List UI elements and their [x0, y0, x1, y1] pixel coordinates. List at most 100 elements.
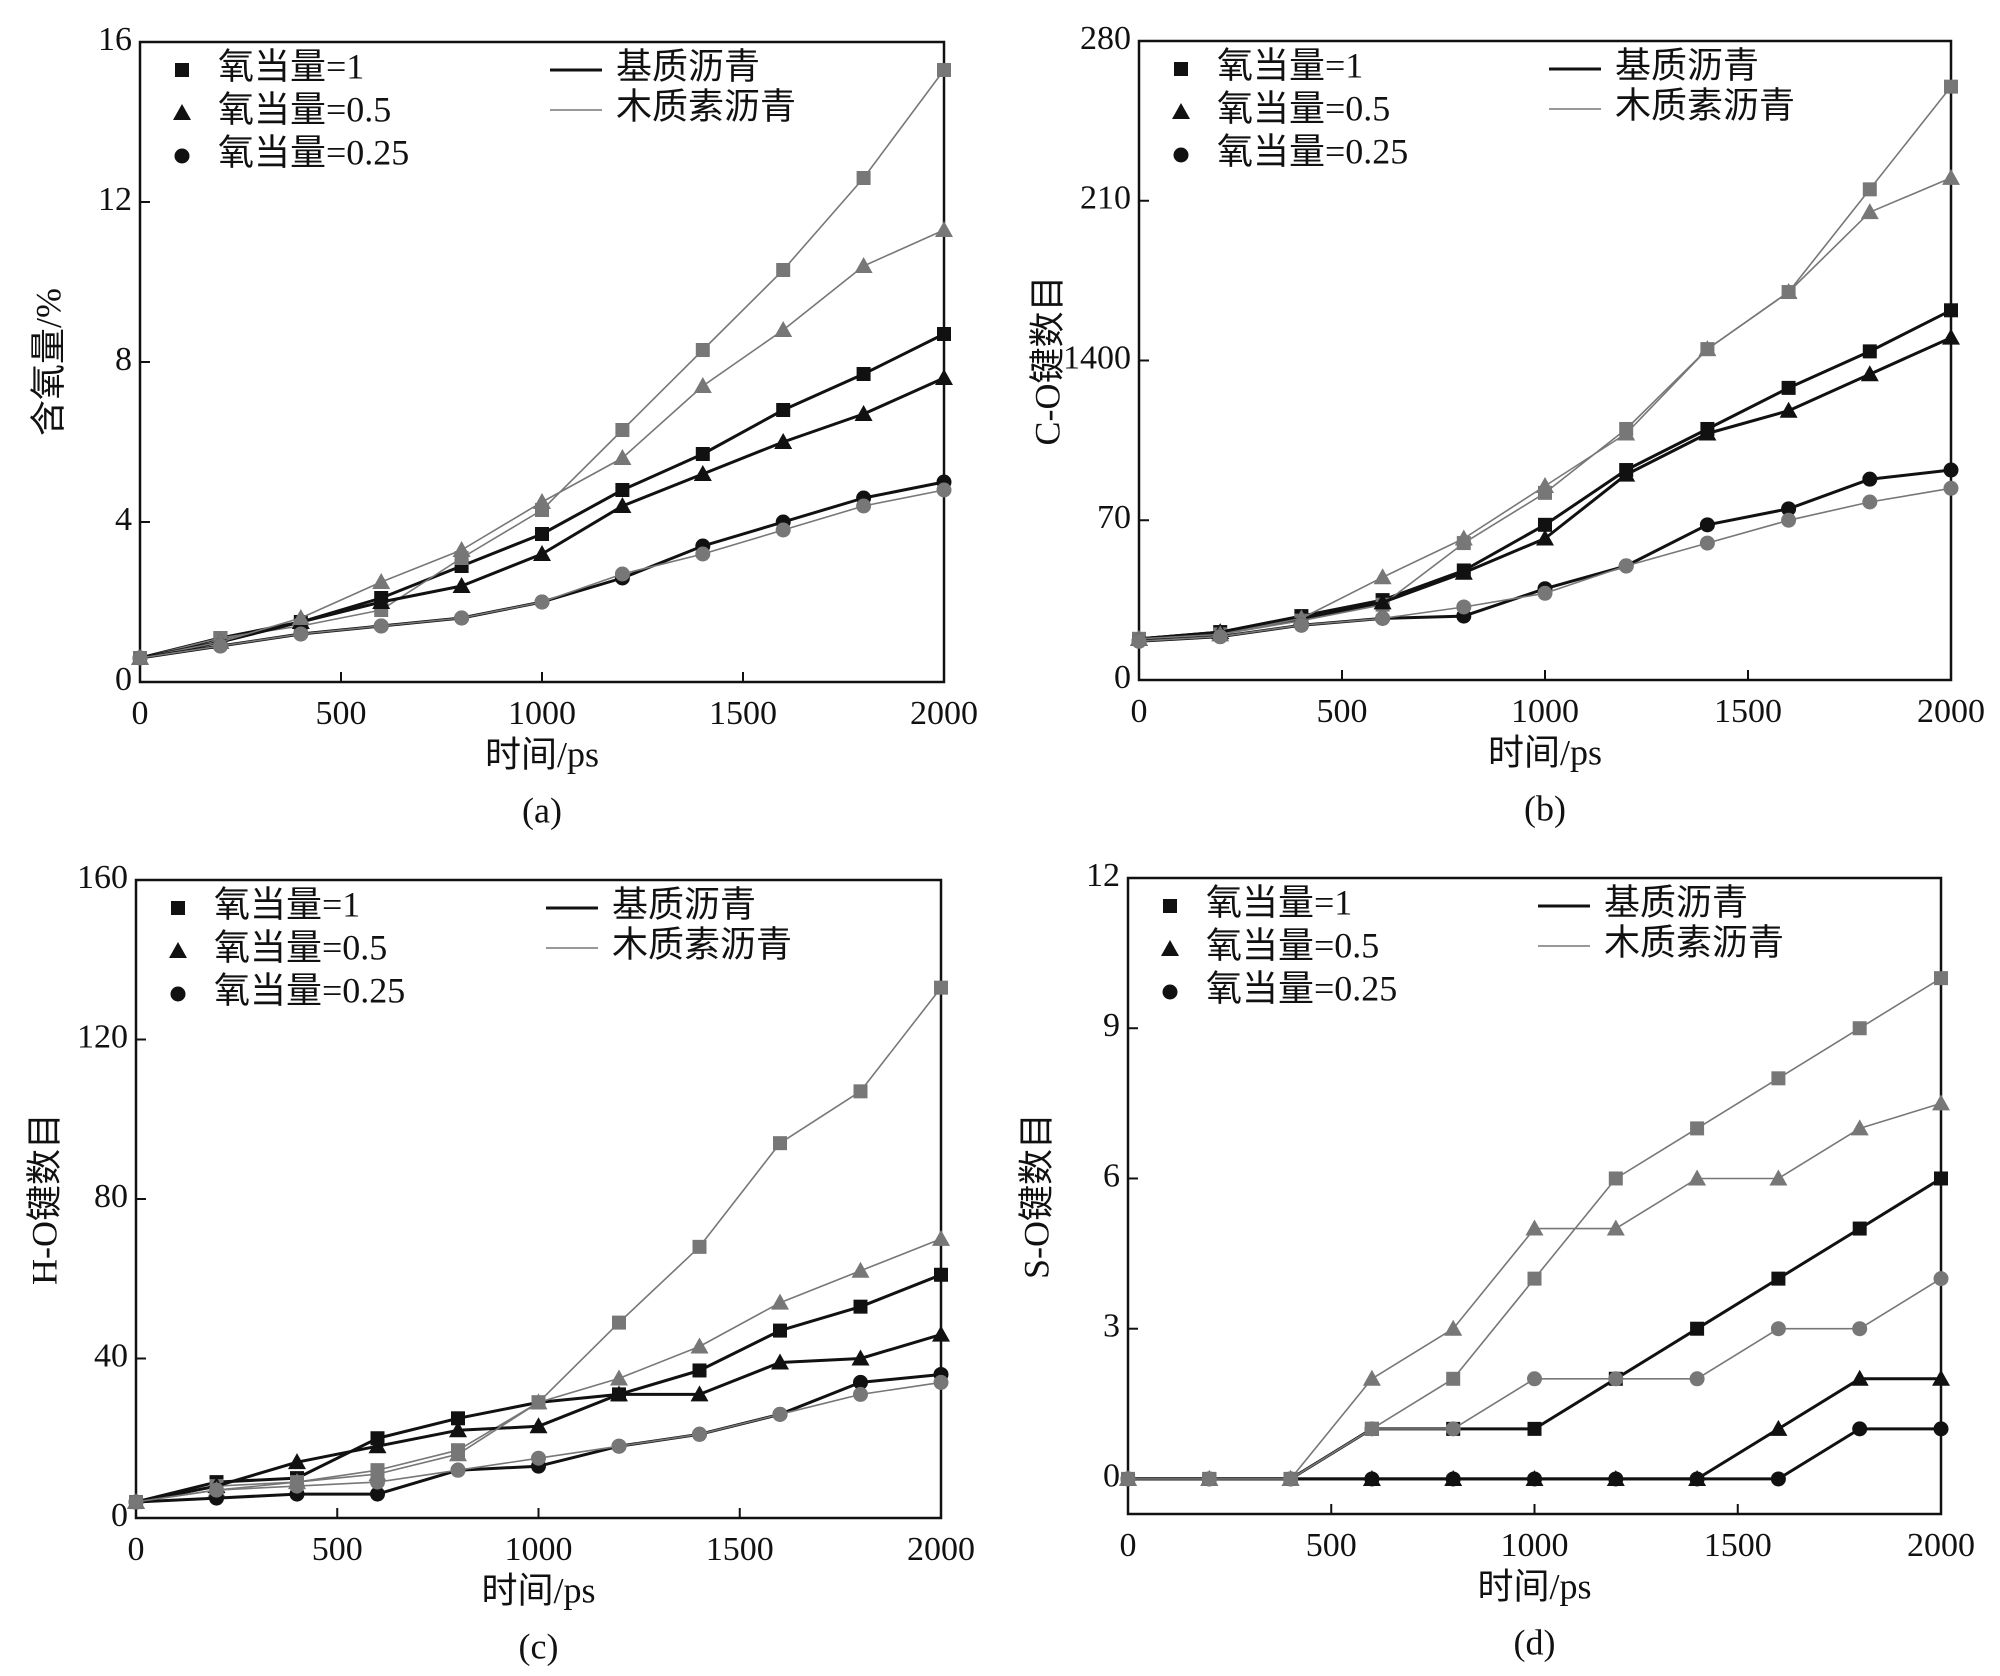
y-tick-label: 1400 — [1063, 339, 1131, 376]
data-point — [773, 1136, 787, 1151]
data-point — [613, 497, 632, 513]
legend-marker — [1162, 984, 1178, 1000]
y-tick-label: 210 — [1080, 180, 1131, 217]
data-point — [1934, 1171, 1948, 1186]
data-point — [690, 1337, 709, 1354]
data-point — [854, 257, 873, 273]
data-point — [613, 449, 632, 465]
data-point — [1932, 1094, 1950, 1111]
data-point — [1444, 1319, 1463, 1336]
data-point — [1698, 340, 1717, 357]
y-tick-label: 16 — [98, 21, 132, 58]
y-tick-label: 120 — [77, 1018, 128, 1055]
data-point — [1781, 501, 1797, 517]
legend-marker — [1172, 103, 1190, 119]
data-point — [1852, 1021, 1867, 1036]
data-point — [449, 1445, 467, 1462]
legend-label: 木质素沥青 — [612, 924, 792, 964]
data-point — [372, 573, 391, 589]
data-point — [1933, 1421, 1949, 1437]
data-point — [291, 609, 310, 625]
panel-caption: (c) — [519, 1626, 559, 1666]
legend-label: 基质沥青 — [1604, 882, 1748, 922]
data-point — [1933, 1271, 1949, 1287]
panel-caption: (d) — [1514, 1622, 1556, 1662]
data-point — [851, 1261, 870, 1278]
y-tick-label: 0 — [115, 661, 132, 698]
data-point — [1617, 465, 1636, 482]
data-point — [533, 545, 551, 561]
data-point — [1527, 1271, 1542, 1286]
data-point — [209, 1482, 224, 1498]
legend-label: 基质沥青 — [616, 46, 760, 86]
y-tick-label: 160 — [77, 859, 128, 896]
data-point — [1212, 629, 1228, 645]
data-point — [1456, 599, 1472, 615]
data-point — [937, 327, 951, 341]
legend-marker — [1174, 62, 1188, 76]
legend-marker — [1161, 940, 1179, 956]
x-tick-label: 1000 — [1501, 1527, 1569, 1564]
y-axis-label: H-O键数目 — [24, 1113, 64, 1285]
data-point — [615, 483, 630, 497]
data-point — [450, 1462, 466, 1478]
data-point — [937, 63, 951, 77]
data-point — [695, 343, 710, 357]
legend-label: 氧当量=0.5 — [1217, 88, 1390, 128]
legend-label: 木质素沥青 — [616, 86, 796, 126]
x-tick-label: 0 — [1120, 1527, 1137, 1564]
x-axis-label: 时间/ps — [1477, 1566, 1591, 1606]
data-point — [452, 577, 471, 593]
data-point — [1781, 512, 1797, 528]
data-point — [775, 522, 791, 538]
x-tick-label: 1000 — [505, 1531, 573, 1568]
data-point — [1606, 1219, 1625, 1236]
data-point — [615, 423, 630, 437]
x-tick-label: 2000 — [1907, 1527, 1975, 1564]
x-tick-label: 2000 — [910, 695, 978, 732]
data-point — [1852, 1221, 1867, 1236]
data-point — [772, 1406, 788, 1422]
x-tick-label: 2000 — [1917, 693, 1985, 730]
x-tick-label: 500 — [316, 695, 367, 732]
x-tick-label: 0 — [132, 695, 149, 732]
data-point — [692, 1426, 707, 1442]
data-point — [1618, 558, 1634, 574]
data-point — [771, 1353, 789, 1370]
data-point — [1699, 535, 1715, 551]
data-point — [1781, 380, 1796, 395]
y-tick-label: 70 — [1097, 499, 1131, 536]
data-point — [1527, 1471, 1542, 1487]
legend-marker — [169, 942, 187, 958]
data-point — [1364, 1471, 1380, 1487]
data-point — [535, 527, 549, 541]
data-point — [212, 638, 228, 654]
data-point — [1446, 1371, 1461, 1386]
data-point — [776, 403, 791, 417]
data-point — [771, 1293, 789, 1310]
legend-label: 氧当量=0.5 — [214, 927, 387, 967]
x-axis-label: 时间/ps — [1488, 732, 1602, 772]
y-axis-label: C-O键数目 — [1027, 276, 1067, 446]
data-point — [1942, 168, 1960, 185]
data-point — [372, 593, 391, 609]
x-tick-label: 1000 — [1511, 693, 1579, 730]
data-point — [1527, 1371, 1542, 1387]
y-tick-label: 0 — [1103, 1458, 1120, 1495]
y-axis-label: 含氧量/% — [28, 288, 68, 436]
data-point — [851, 1349, 870, 1366]
y-tick-label: 0 — [111, 1497, 128, 1534]
data-point — [1293, 617, 1309, 633]
data-point — [288, 1453, 306, 1470]
data-point — [1364, 1421, 1380, 1437]
data-point — [1932, 1369, 1950, 1386]
legend-label: 基质沥青 — [1615, 45, 1759, 85]
legend-label: 木质素沥青 — [1604, 922, 1784, 962]
data-point — [933, 1374, 949, 1390]
y-tick-label: 9 — [1103, 1007, 1120, 1044]
data-point — [1862, 344, 1877, 359]
data-point — [614, 566, 630, 582]
chart-panel: 0 500 1000 1500 2000 0 4 8 12 16 时间/ps 含氧量/% (a) 氧当量=… — [28, 21, 978, 830]
data-point — [1525, 1219, 1544, 1236]
